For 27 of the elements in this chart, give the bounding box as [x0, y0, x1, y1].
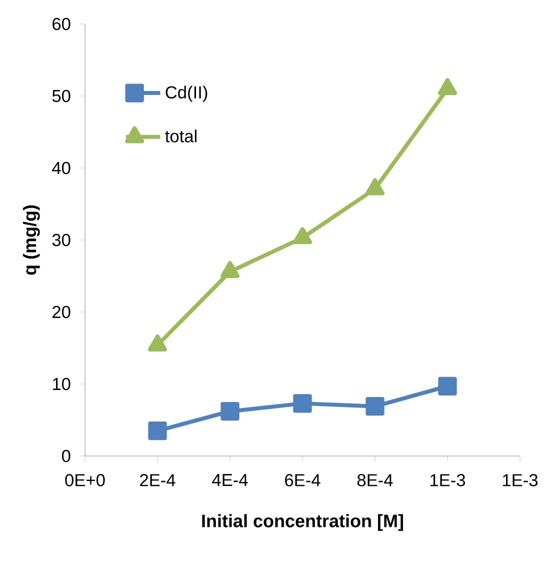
- point: [148, 421, 167, 440]
- x-tick-label: 6E-4: [285, 474, 320, 486]
- point: [438, 78, 458, 96]
- legend-label: Cd(II): [166, 86, 208, 102]
- y-tick-label: 40: [52, 162, 70, 174]
- y-tick-label: 30: [52, 234, 70, 246]
- point: [365, 178, 384, 196]
- point: [220, 261, 240, 278]
- y-axis-title: q (mg/g): [22, 205, 40, 275]
- x-tick-label: 0E+0: [65, 474, 105, 486]
- x-tick-label: 1E-3: [430, 474, 466, 486]
- y-tick-label: 50: [52, 90, 70, 102]
- y-tick-label: 20: [52, 306, 70, 318]
- x-tick-label: 2E-4: [140, 474, 176, 486]
- x-axis-title: Initial concentration [M]: [202, 514, 403, 531]
- point: [438, 376, 457, 396]
- x-tick-label: 8E-4: [357, 474, 393, 486]
- point: [293, 394, 312, 413]
- x-tick-label: 4E-4: [212, 474, 248, 486]
- y-tick-label: 0: [62, 450, 70, 462]
- y-tick-label: 60: [52, 18, 70, 30]
- point: [366, 396, 384, 416]
- legend-label: total: [165, 130, 196, 142]
- y-tick-label: 10: [52, 378, 70, 390]
- x-tick-label: 1E-3: [503, 474, 538, 486]
- point: [220, 402, 240, 421]
- point: [292, 227, 312, 244]
